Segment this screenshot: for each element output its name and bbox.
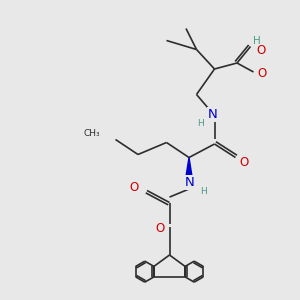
Text: O: O — [240, 155, 249, 169]
Text: H: H — [197, 118, 203, 127]
Text: H: H — [200, 187, 207, 196]
Text: CH₃: CH₃ — [84, 129, 101, 138]
Text: O: O — [256, 44, 266, 58]
Text: O: O — [258, 67, 267, 80]
Polygon shape — [186, 158, 192, 176]
Text: O: O — [129, 181, 138, 194]
Text: O: O — [156, 221, 165, 235]
Text: H: H — [253, 35, 260, 46]
Text: N: N — [208, 107, 218, 121]
Text: N: N — [185, 176, 194, 189]
